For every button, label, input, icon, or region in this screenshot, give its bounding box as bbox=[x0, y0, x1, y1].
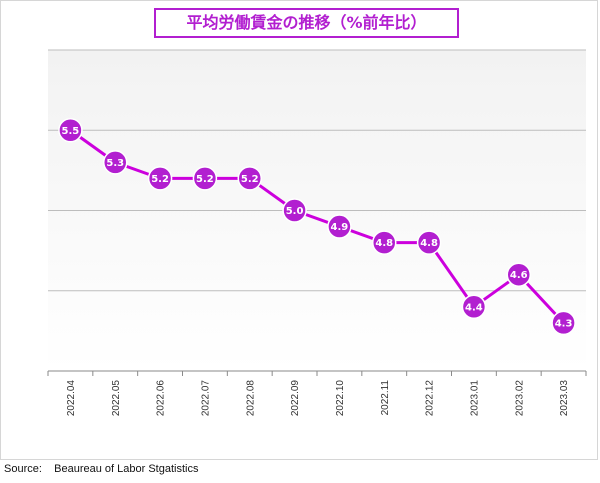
data-label: 4.3 bbox=[555, 318, 573, 329]
data-marker bbox=[327, 214, 352, 239]
data-point: 4.3 bbox=[551, 310, 576, 336]
data-marker bbox=[461, 294, 487, 320]
data-label: 5.2 bbox=[241, 174, 259, 185]
data-label: 5.5 bbox=[62, 126, 80, 137]
data-point: 4.4 bbox=[461, 294, 487, 320]
data-label: 4.4 bbox=[465, 302, 483, 313]
data-point: 5.0 bbox=[282, 198, 307, 223]
data-point: 4.8 bbox=[416, 230, 442, 255]
data-label: 5.3 bbox=[106, 158, 124, 169]
data-point: 5.2 bbox=[147, 166, 173, 191]
data-label: 5.0 bbox=[286, 206, 304, 217]
data-marker bbox=[103, 150, 128, 175]
data-marker bbox=[416, 230, 442, 255]
data-label: 4.8 bbox=[375, 238, 393, 249]
data-marker bbox=[551, 310, 576, 336]
source-note: Source: Beaureau of Labor Stgatistics bbox=[4, 463, 199, 475]
x-tick-label: 2023.01 bbox=[469, 380, 480, 417]
x-tick-label: 2022.07 bbox=[200, 380, 211, 417]
x-tick-label: 2022.12 bbox=[425, 380, 436, 417]
data-label: 5.2 bbox=[196, 174, 214, 185]
data-marker bbox=[58, 118, 83, 143]
data-marker bbox=[147, 166, 173, 191]
data-marker bbox=[372, 230, 397, 255]
x-tick-label: 2022.10 bbox=[335, 380, 346, 417]
data-marker bbox=[192, 166, 218, 191]
line-chart: 5.5 5.3 5.2 5.2 5.2 5.0 4.9 4.8 4.8 4.4 4.6 4.3 202… bbox=[47, 49, 587, 417]
data-point: 5.2 bbox=[237, 166, 262, 191]
data-point: 4.6 bbox=[506, 262, 531, 287]
x-tick-label: 2022.09 bbox=[290, 380, 301, 417]
x-tick-label: 2022.08 bbox=[245, 380, 256, 417]
data-point: 5.3 bbox=[103, 150, 128, 175]
data-point: 4.9 bbox=[327, 214, 352, 239]
data-marker bbox=[506, 262, 531, 287]
data-marker bbox=[282, 198, 307, 223]
x-tick-label: 2022.11 bbox=[380, 380, 391, 416]
x-tick-label: 2023.03 bbox=[559, 380, 570, 417]
data-label: 4.9 bbox=[331, 222, 349, 233]
data-point: 4.8 bbox=[372, 230, 397, 255]
data-marker bbox=[237, 166, 262, 191]
chart-title: 平均労働賃金の推移（%前年比） bbox=[154, 8, 459, 38]
x-tick-label: 2022.06 bbox=[156, 380, 167, 417]
x-tick-label: 2022.05 bbox=[111, 380, 122, 417]
data-label: 4.8 bbox=[420, 238, 438, 249]
x-tick-label: 2023.02 bbox=[514, 380, 525, 417]
data-label: 4.6 bbox=[510, 270, 528, 281]
data-point: 5.2 bbox=[192, 166, 218, 191]
data-point: 5.5 bbox=[58, 118, 83, 143]
x-tick-label: 2022.04 bbox=[66, 380, 77, 417]
data-label: 5.2 bbox=[151, 174, 169, 185]
